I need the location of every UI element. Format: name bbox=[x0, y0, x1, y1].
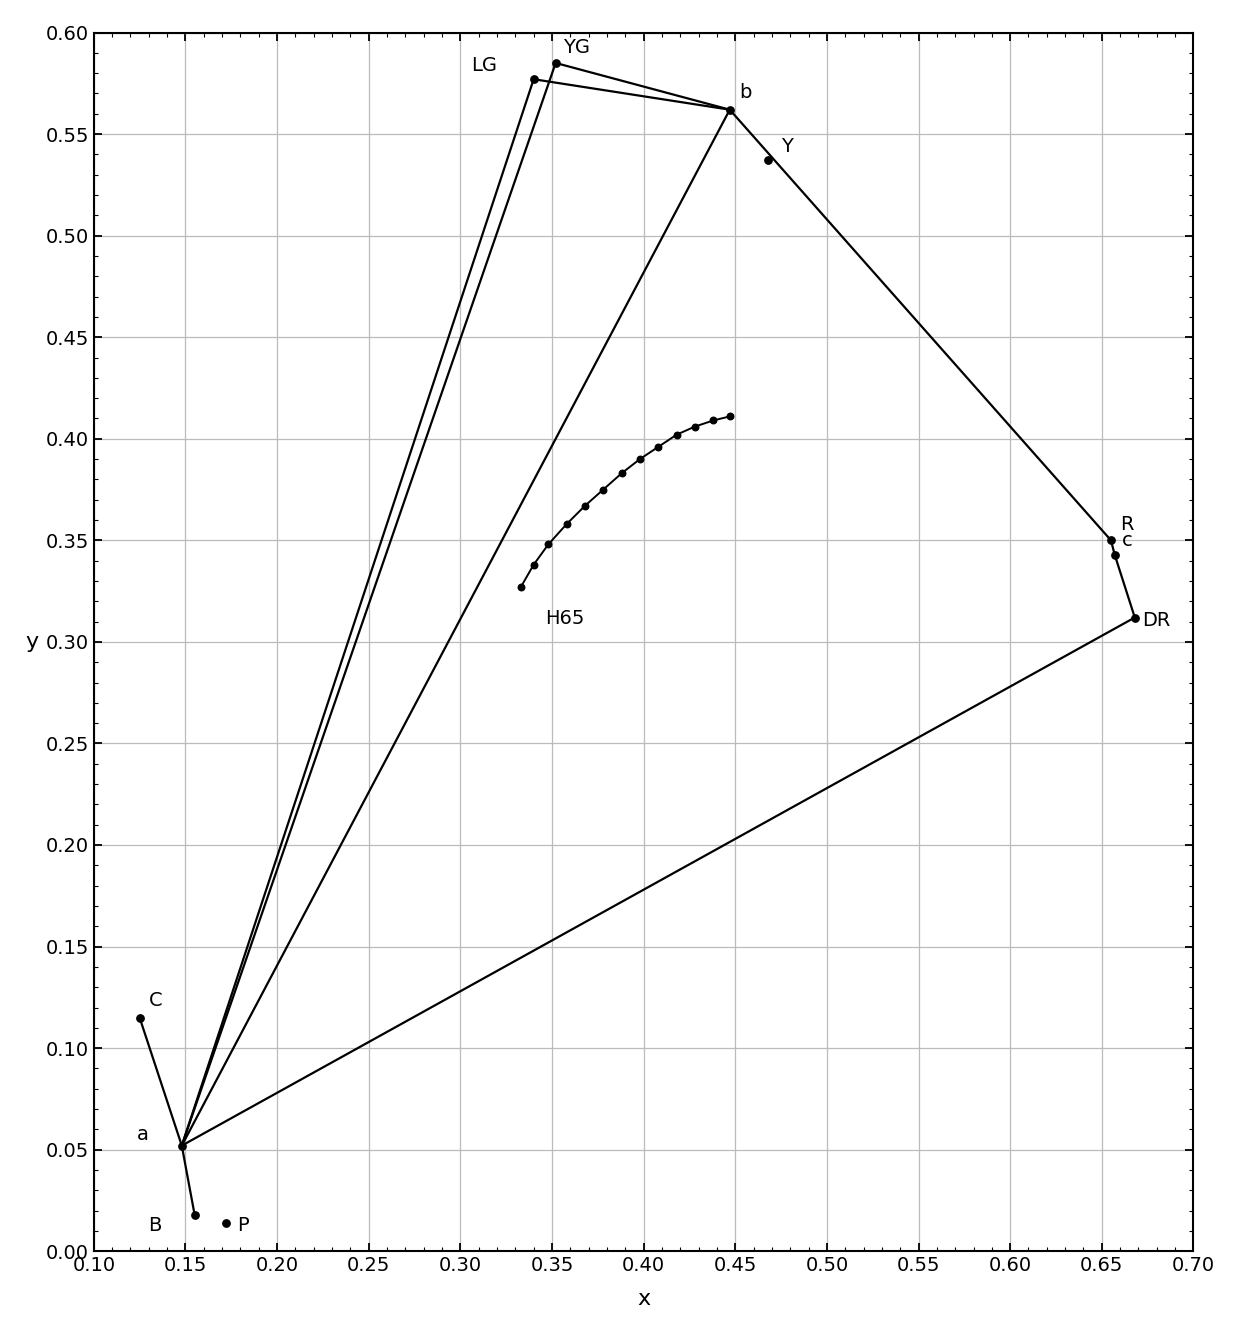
Point bbox=[185, 1205, 205, 1226]
Point bbox=[594, 479, 614, 500]
Text: C: C bbox=[149, 991, 162, 1010]
Point bbox=[511, 576, 531, 598]
Point bbox=[720, 99, 740, 120]
Text: YG: YG bbox=[563, 37, 590, 57]
Point bbox=[172, 1135, 192, 1157]
Point bbox=[649, 436, 668, 458]
Point bbox=[720, 406, 740, 427]
Text: a: a bbox=[136, 1125, 149, 1143]
Point bbox=[523, 554, 543, 575]
Point bbox=[759, 149, 779, 171]
Text: c: c bbox=[1122, 531, 1132, 551]
Text: H65: H65 bbox=[544, 610, 584, 628]
Point bbox=[523, 68, 543, 89]
Point bbox=[667, 424, 687, 446]
Point bbox=[216, 1213, 236, 1234]
Text: R: R bbox=[1120, 515, 1133, 534]
Point bbox=[557, 514, 577, 535]
Text: LG: LG bbox=[471, 56, 497, 75]
Text: B: B bbox=[149, 1217, 161, 1235]
Text: Y: Y bbox=[781, 137, 792, 156]
Point bbox=[611, 463, 631, 484]
Point bbox=[538, 534, 558, 555]
Text: b: b bbox=[739, 83, 751, 101]
Point bbox=[630, 448, 650, 470]
Point bbox=[703, 410, 723, 431]
Point bbox=[684, 416, 704, 438]
Text: P: P bbox=[237, 1217, 248, 1235]
Point bbox=[575, 495, 595, 516]
Point bbox=[546, 52, 565, 73]
X-axis label: x: x bbox=[637, 1289, 650, 1309]
Text: DR: DR bbox=[1142, 611, 1171, 630]
Point bbox=[1101, 530, 1121, 551]
Y-axis label: y: y bbox=[25, 632, 38, 652]
Point bbox=[1105, 544, 1125, 566]
Point bbox=[1125, 607, 1145, 628]
Point bbox=[130, 1007, 150, 1029]
